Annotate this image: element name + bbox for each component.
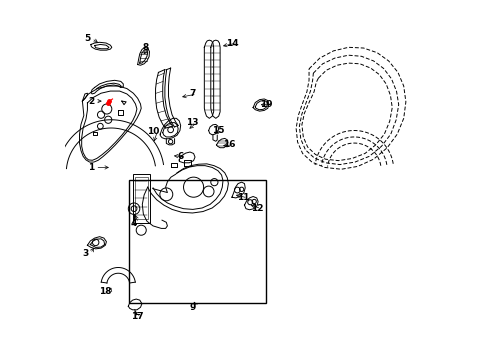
Text: 15: 15 [212,126,224,135]
Text: 13: 13 [186,118,198,127]
Text: 12: 12 [250,204,263,213]
Text: 19: 19 [259,100,272,109]
Text: 8: 8 [142,43,149,52]
Text: 14: 14 [226,39,239,48]
Bar [135,177,147,220]
Text: 4: 4 [131,219,137,228]
Text: 1: 1 [88,163,94,172]
Text: 11: 11 [237,193,249,202]
Text: 7: 7 [189,89,195,98]
Bar [129,180,265,303]
Text: 16: 16 [223,140,235,149]
Text: 5: 5 [84,34,90,43]
Text: 9: 9 [189,303,195,312]
Text: 17: 17 [130,312,143,321]
Bar [132,174,149,223]
Text: 10: 10 [146,127,159,136]
Text: 2: 2 [88,96,94,105]
Text: 3: 3 [82,249,89,258]
Text: 18: 18 [99,287,112,296]
Text: 6: 6 [178,152,184,161]
